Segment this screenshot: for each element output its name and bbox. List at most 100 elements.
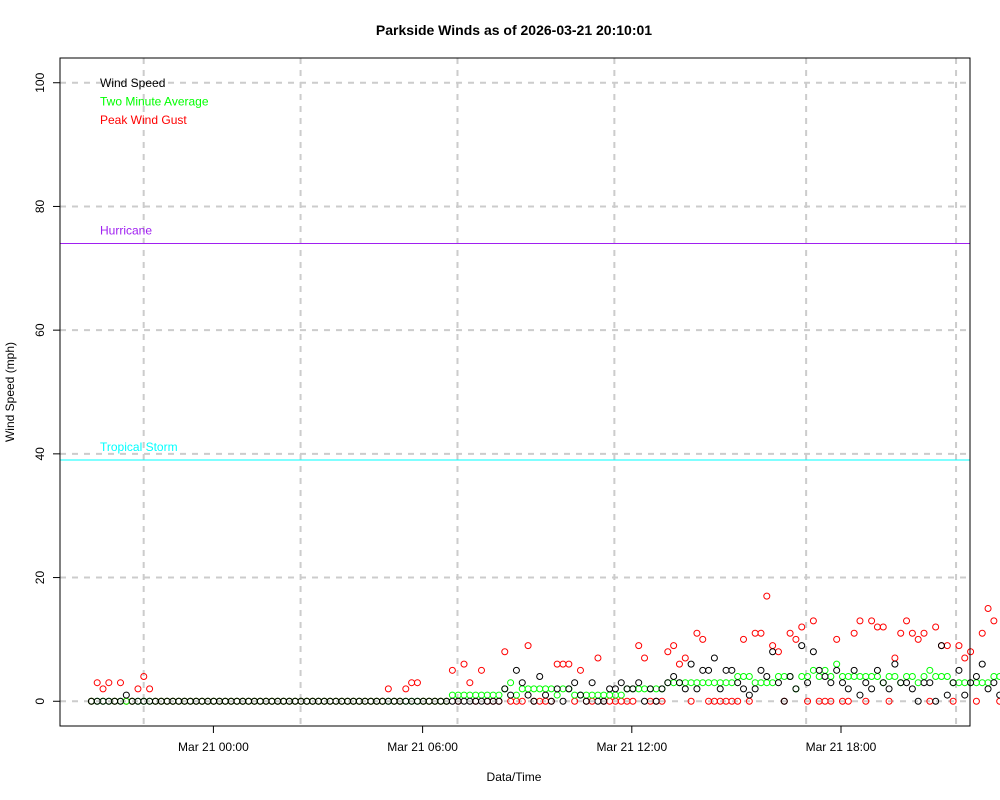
data-point bbox=[652, 697, 660, 705]
data-point bbox=[693, 685, 701, 693]
data-point bbox=[774, 648, 782, 656]
data-point bbox=[483, 691, 491, 699]
data-point bbox=[740, 635, 748, 643]
data-point bbox=[722, 679, 730, 687]
data-point bbox=[873, 673, 881, 681]
data-point bbox=[448, 691, 456, 699]
data-point bbox=[920, 629, 928, 637]
data-point bbox=[466, 691, 474, 699]
data-point bbox=[774, 679, 782, 687]
data-point bbox=[961, 679, 969, 687]
data-point bbox=[687, 679, 695, 687]
x-axis: Mar 21 00:00 Mar 21 06:00 Mar 21 12:00 Mar … bbox=[178, 726, 877, 754]
data-point bbox=[914, 679, 922, 687]
data-point bbox=[972, 679, 980, 687]
y-tick-label: 20 bbox=[33, 571, 47, 585]
data-point bbox=[629, 697, 637, 705]
data-point bbox=[769, 642, 777, 650]
data-point bbox=[844, 673, 852, 681]
data-point bbox=[105, 679, 113, 687]
data-point bbox=[466, 679, 474, 687]
data-point bbox=[559, 697, 567, 705]
data-point bbox=[873, 623, 881, 631]
data-point bbox=[932, 697, 940, 705]
data-point bbox=[908, 685, 916, 693]
data-point bbox=[553, 685, 561, 693]
data-point bbox=[146, 685, 154, 693]
data-point bbox=[582, 697, 590, 705]
data-point bbox=[670, 642, 678, 650]
data-point bbox=[728, 679, 736, 687]
data-point bbox=[524, 642, 532, 650]
data-point bbox=[576, 666, 584, 674]
data-point bbox=[518, 679, 526, 687]
data-point bbox=[518, 685, 526, 693]
data-point bbox=[763, 673, 771, 681]
data-point bbox=[559, 660, 567, 668]
data-point bbox=[675, 679, 683, 687]
data-point bbox=[245, 697, 253, 705]
reference-lines: Hurricane Tropical Storm bbox=[60, 224, 970, 461]
data-point bbox=[949, 679, 957, 687]
data-point bbox=[641, 654, 649, 662]
data-point bbox=[891, 660, 899, 668]
data-point bbox=[804, 679, 812, 687]
data-point bbox=[804, 673, 812, 681]
data-point bbox=[652, 685, 660, 693]
data-point bbox=[722, 666, 730, 674]
data-point bbox=[728, 666, 736, 674]
data-point bbox=[710, 679, 718, 687]
data-point bbox=[908, 673, 916, 681]
data-point bbox=[629, 685, 637, 693]
x-tick-label: Mar 21 06:00 bbox=[387, 740, 458, 754]
data-point bbox=[757, 679, 765, 687]
plot-frame bbox=[59, 57, 971, 727]
data-point bbox=[547, 685, 555, 693]
data-point bbox=[512, 666, 520, 674]
data-point bbox=[792, 635, 800, 643]
data-point bbox=[932, 673, 940, 681]
legend-entry: Peak Wind Gust bbox=[100, 113, 187, 127]
data-point bbox=[903, 617, 911, 625]
data-point bbox=[501, 648, 509, 656]
data-point bbox=[862, 673, 870, 681]
data-point bbox=[856, 673, 864, 681]
data-point bbox=[879, 623, 887, 631]
data-point bbox=[635, 679, 643, 687]
data-point bbox=[908, 629, 916, 637]
data-point bbox=[687, 660, 695, 668]
data-point bbox=[658, 685, 666, 693]
data-point bbox=[949, 697, 957, 705]
data-point bbox=[897, 679, 905, 687]
data-point bbox=[955, 642, 963, 650]
data-point bbox=[536, 685, 544, 693]
y-tick-label: 80 bbox=[33, 199, 47, 213]
data-point bbox=[553, 691, 561, 699]
data-point bbox=[256, 697, 264, 705]
data-point bbox=[699, 679, 707, 687]
data-point bbox=[833, 666, 841, 674]
x-tick-label: Mar 21 12:00 bbox=[596, 740, 667, 754]
data-point bbox=[489, 691, 497, 699]
data-point bbox=[530, 685, 538, 693]
data-point bbox=[507, 691, 515, 699]
data-point bbox=[856, 691, 864, 699]
data-point bbox=[384, 685, 392, 693]
legend-entry: Two Minute Average bbox=[100, 95, 209, 109]
data-point bbox=[425, 697, 433, 705]
data-point bbox=[536, 673, 544, 681]
data-point bbox=[664, 648, 672, 656]
data-point bbox=[943, 673, 951, 681]
data-point bbox=[932, 623, 940, 631]
data-point bbox=[681, 685, 689, 693]
data-point bbox=[565, 660, 573, 668]
data-point bbox=[705, 666, 713, 674]
data-point bbox=[210, 697, 218, 705]
data-point bbox=[809, 666, 817, 674]
data-point bbox=[804, 697, 812, 705]
data-point bbox=[553, 660, 561, 668]
data-point bbox=[681, 679, 689, 687]
data-point bbox=[745, 691, 753, 699]
data-point bbox=[769, 679, 777, 687]
data-point bbox=[233, 697, 241, 705]
